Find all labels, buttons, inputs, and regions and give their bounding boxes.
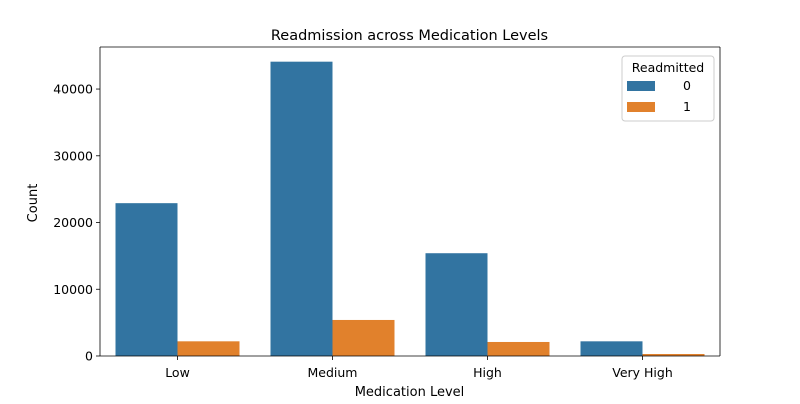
y-tick-label: 10000 — [53, 282, 93, 297]
bar-medium-series-0 — [270, 61, 333, 357]
legend: Readmitted 0 1 — [621, 55, 715, 122]
x-tick-label: Very High — [612, 365, 673, 380]
bar-very-high-series-1 — [642, 354, 705, 356]
plot-area: 0 10000 20000 30000 40000 Low Medium High Very H… — [53, 46, 721, 380]
y-tick-label: 20000 — [53, 215, 93, 230]
x-axis-label: Medication Level — [355, 385, 465, 400]
bar-very-high-series-0 — [580, 341, 643, 356]
legend-swatch-1 — [627, 102, 655, 112]
bar-high-series-0 — [425, 253, 488, 356]
bar-high-series-1 — [487, 341, 550, 356]
bar-low-series-0 — [115, 203, 178, 356]
x-tick-label: Medium — [308, 365, 358, 380]
legend-swatch-0 — [627, 81, 655, 91]
bar-low-series-1 — [177, 341, 240, 356]
y-axis-label: Count — [26, 184, 41, 223]
legend-label-0: 0 — [683, 78, 691, 93]
y-tick-label: 0 — [85, 349, 93, 364]
x-tick-label: High — [473, 365, 502, 380]
bar-medium-series-1 — [332, 319, 395, 356]
legend-title: Readmitted — [632, 60, 705, 75]
x-tick-label: Low — [165, 365, 190, 380]
y-tick-label: 30000 — [53, 148, 93, 163]
y-tick-label: 40000 — [53, 82, 93, 97]
legend-label-1: 1 — [683, 99, 691, 114]
chart-title: Readmission across Medication Levels — [271, 28, 548, 44]
